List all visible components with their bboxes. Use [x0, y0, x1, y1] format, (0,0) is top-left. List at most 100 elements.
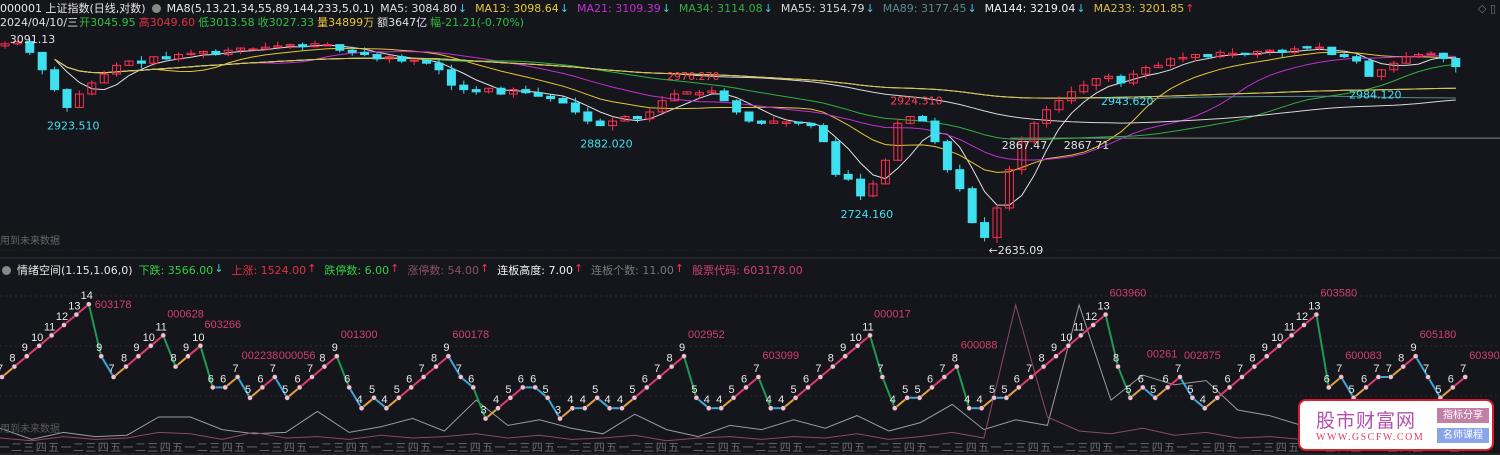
- arrow-down-icon: ↓: [865, 1, 875, 15]
- sentiment-point: [272, 374, 278, 380]
- candle-up: [1029, 122, 1039, 143]
- arrow-up-icon: ↑: [573, 262, 584, 275]
- candle-up: [112, 64, 122, 75]
- sentiment-segment: [1179, 376, 1194, 399]
- candle-up: [248, 48, 258, 51]
- indicator-settings-icon[interactable]: [2, 265, 11, 275]
- x-tick-label: 五: [1102, 441, 1113, 454]
- sentiment-point: [991, 395, 997, 401]
- ma-line-34: [54, 57, 1456, 141]
- sentiment-value-label: 4: [766, 394, 772, 406]
- settings-circle-icon[interactable]: [151, 3, 161, 13]
- sentiment-value-label: 4: [704, 394, 710, 406]
- sentiment-value-label: 3: [555, 405, 561, 417]
- sentiment-value-label: 12: [1085, 311, 1097, 323]
- sentiment-value-label: 7: [1175, 363, 1181, 375]
- x-tick-label: 五: [854, 441, 865, 454]
- candle-down: [1451, 57, 1461, 68]
- diamond-icon[interactable]: ◇: [1477, 2, 1487, 15]
- candle-up: [273, 45, 283, 48]
- indicator-name[interactable]: 情绪空间(1.15,1.06,0): [17, 264, 133, 277]
- arrow-down-icon: ↓: [457, 1, 468, 15]
- candle-up: [310, 43, 320, 48]
- sentiment-value-label: 7: [939, 363, 945, 375]
- candle-down: [25, 41, 35, 53]
- x-tick-label: 五: [48, 441, 59, 454]
- sentiment-value-label: 4: [357, 394, 363, 406]
- sentiment-segment: [955, 366, 971, 409]
- x-tick-label: 四: [160, 441, 171, 454]
- window-controls[interactable]: ◇ ▯: [1478, 2, 1496, 15]
- candle-up: [1079, 84, 1089, 93]
- watermark-url: WWW.GSCFW.COM: [1316, 432, 1425, 443]
- candle-down: [211, 51, 221, 56]
- future-data-warning-lower: 用到未来数据: [0, 424, 60, 435]
- sentiment-value-label: 7: [753, 363, 759, 375]
- sentiment-value-label: 11: [1284, 321, 1295, 333]
- x-tick-label: 四: [470, 441, 481, 454]
- sentiment-point: [1090, 322, 1096, 328]
- sentiment-value-label: 6: [295, 373, 301, 385]
- x-tick-label: 二: [259, 441, 270, 454]
- sentiment-value-label: 9: [1411, 342, 1417, 354]
- sentiment-point: [73, 311, 80, 318]
- x-tick-label: 二: [1003, 441, 1014, 454]
- sentiment-value-label: 3: [481, 405, 487, 417]
- x-tick-label: 五: [792, 441, 803, 454]
- sentiment-point: [259, 384, 266, 391]
- watermark-title: 股市财富网: [1316, 410, 1417, 432]
- sentiment-value-label: 8: [121, 353, 127, 365]
- x-tick-label: 四: [222, 441, 233, 454]
- candle-up: [1017, 141, 1027, 171]
- ma-6: MA144: 3219.04: [984, 1, 1076, 15]
- candle-up: [198, 51, 208, 54]
- ma-7: MA233: 3201.85: [1093, 1, 1185, 15]
- x-tick-label: 二: [755, 441, 766, 454]
- sentiment-value-label: 8: [1039, 353, 1045, 365]
- sentiment-value-label: 6: [257, 373, 263, 385]
- sentiment-value-label: 7: [1026, 363, 1032, 375]
- x-tick-label: 三: [891, 441, 902, 454]
- sentiment-point: [1412, 353, 1419, 359]
- candle-down: [397, 56, 407, 62]
- sentiment-point: [1065, 343, 1072, 349]
- sentiment-point: [1152, 395, 1158, 401]
- x-tick-label: 三: [209, 441, 220, 454]
- candle-down: [459, 84, 469, 91]
- sentiment-value-label: 8: [1113, 353, 1119, 365]
- stock-code-label: 603580: [1320, 288, 1357, 300]
- panel-icon[interactable]: ▯: [1489, 2, 1496, 15]
- sentiment-value-label: 4: [605, 394, 611, 406]
- sentiment-value-label: 13: [1097, 301, 1109, 313]
- sentiment-value-label: 7: [1237, 363, 1243, 375]
- sentiment-value-label: 6: [927, 373, 933, 385]
- sentiment-point: [371, 395, 377, 401]
- candle-down: [298, 44, 308, 48]
- candle-up: [1426, 52, 1436, 56]
- candle-up: [186, 52, 196, 56]
- sentiment-segment: [162, 335, 177, 367]
- sentiment-segment: [869, 335, 884, 378]
- candle-down: [335, 44, 345, 51]
- x-tick-label: 三: [457, 441, 468, 454]
- candle-up: [1091, 78, 1101, 86]
- x-tick-label: 二: [631, 441, 642, 454]
- candle-down: [595, 120, 605, 127]
- stock-code-label: 603178: [95, 299, 132, 311]
- sentiment-segment: [100, 355, 115, 378]
- sentiment-point: [396, 395, 402, 401]
- candle-down: [570, 102, 580, 113]
- arrow-up-icon: ↑: [674, 262, 685, 275]
- candle-up: [670, 93, 680, 102]
- candle-up: [707, 90, 717, 94]
- ma-formula[interactable]: MA8(5,13,21,34,55,89,144,233,5,0,1): [166, 1, 375, 15]
- sentiment-value-label: 4: [716, 394, 722, 406]
- price-annotation: 3091.13: [10, 33, 56, 46]
- x-tick-label: 一: [1239, 441, 1250, 454]
- candle-down: [806, 122, 816, 127]
- ma-0: MA5: 3084.80: [380, 1, 457, 15]
- sentiment-segment: [1315, 314, 1330, 388]
- watermark-logo: 股市财富网 WWW.GSCFW.COM 指标分享 名师课程: [1298, 399, 1494, 451]
- sentiment-point: [656, 374, 662, 380]
